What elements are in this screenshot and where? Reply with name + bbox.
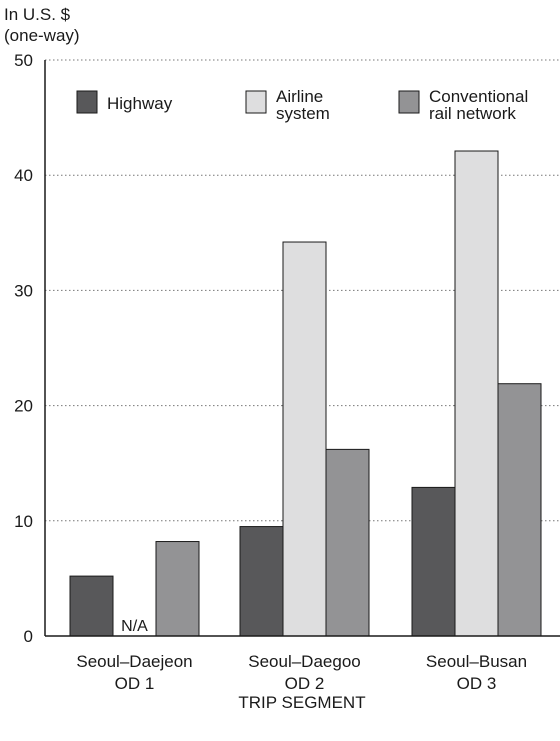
bar bbox=[497, 383, 542, 637]
y-tick-label: 20 bbox=[14, 397, 33, 416]
legend-swatch bbox=[245, 90, 267, 114]
bar bbox=[282, 241, 327, 637]
y-tick-label: 10 bbox=[14, 512, 33, 531]
y-tick-labels: 0 10 20 30 40 50 bbox=[14, 51, 33, 646]
legend-label: Highway bbox=[107, 94, 173, 113]
x-axis-title: TRIP SEGMENT bbox=[238, 693, 365, 712]
y-tick-label: 40 bbox=[14, 166, 33, 185]
legend-swatch bbox=[76, 90, 98, 114]
legend: Highway Airline system Conventional rail net… bbox=[76, 87, 528, 123]
y-tick-label: 30 bbox=[14, 281, 33, 300]
bar bbox=[155, 541, 200, 637]
y-tick-label: 50 bbox=[14, 51, 33, 70]
annotations: N/A bbox=[121, 618, 148, 635]
axes bbox=[44, 60, 560, 637]
legend-swatch bbox=[398, 90, 420, 114]
na-annotation: N/A bbox=[121, 618, 148, 635]
bar bbox=[69, 575, 114, 637]
legend-label: Airline system bbox=[276, 87, 330, 123]
y-axis-title-text: In U.S. $ (one-way) bbox=[4, 5, 80, 45]
x-tick-label: Seoul–Busan OD 3 bbox=[426, 652, 527, 693]
x-tick-label: Seoul–Daejeon OD 1 bbox=[76, 652, 192, 693]
bar bbox=[411, 486, 456, 637]
x-tick-label: Seoul–Daegoo OD 2 bbox=[248, 652, 360, 693]
x-tick-labels: Seoul–Daejeon OD 1 Seoul–Daegoo OD 2 Seoul–B… bbox=[76, 652, 527, 693]
bar bbox=[454, 150, 499, 637]
legend-label: Conventional rail network bbox=[429, 87, 528, 123]
bar bbox=[325, 448, 370, 637]
bars bbox=[69, 150, 542, 637]
bar bbox=[239, 526, 284, 637]
y-axis-title: In U.S. $ (one-way) bbox=[4, 5, 80, 45]
y-tick-label: 0 bbox=[24, 627, 33, 646]
